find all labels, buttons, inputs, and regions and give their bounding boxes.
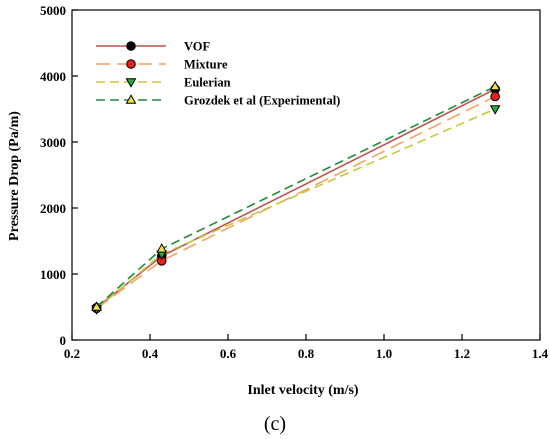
series-line-mixture: [96, 95, 496, 309]
x-axis-title: Inlet velocity (m/s): [247, 383, 359, 398]
legend-marker: [125, 94, 137, 104]
legend-label: VOF: [184, 40, 210, 54]
axes: 0.2 0.4 0.6 0.8 1.0 1.2 1.4 0 1000 2000 3000 4000 50…: [40, 3, 549, 361]
series-line-vof: [96, 88, 496, 309]
y-tick-label: 5000: [40, 3, 66, 18]
legend-label: Grozdek et al (Experimental): [184, 94, 340, 108]
legend-entry-mixture: Mixture: [96, 58, 228, 72]
legend-label: Mixture: [184, 58, 228, 72]
x-tick-label: 0.2: [64, 346, 80, 361]
legend: VOF Mixture Eulerian Grozdek et al (Experim…: [96, 40, 340, 108]
y-tick-label: 4000: [40, 69, 66, 84]
x-tick-label: 0.8: [298, 346, 315, 361]
legend-marker: [126, 59, 136, 69]
plot-frame: [71, 9, 541, 341]
series-line-eulerian: [96, 108, 496, 310]
data-point: [156, 243, 168, 253]
series-vof: [91, 84, 500, 313]
legend-entry-grozdek-et-al-experimental: Grozdek et al (Experimental): [96, 94, 340, 108]
legend-marker: [126, 41, 136, 51]
panel-label: (c): [264, 413, 286, 435]
series-grozdek-et-al-experimental: [91, 80, 501, 311]
series-eulerian: [91, 105, 501, 315]
legend-marker: [125, 78, 137, 88]
legend-entry-eulerian: Eulerian: [96, 76, 231, 90]
x-tick-label: 1.4: [532, 346, 549, 361]
legend-label: Eulerian: [184, 76, 231, 90]
series-mixture: [91, 91, 500, 314]
y-tick-label: 0: [60, 333, 67, 348]
y-tick-label: 1000: [40, 267, 66, 282]
y-tick-label: 3000: [40, 135, 66, 150]
x-tick-label: 1.0: [376, 346, 392, 361]
x-tick-label: 0.4: [142, 346, 159, 361]
legend-entry-vof: VOF: [96, 40, 210, 54]
x-tick-label: 0.6: [220, 346, 237, 361]
data-point: [489, 105, 501, 115]
y-axis-title: Pressure Drop (Pa/m): [7, 111, 22, 241]
data-point: [490, 91, 500, 102]
y-tick-label: 2000: [40, 201, 66, 216]
x-tick-label: 1.2: [454, 346, 470, 361]
data-point: [91, 301, 102, 311]
data-point: [489, 80, 501, 91]
series-layer: [91, 80, 501, 315]
